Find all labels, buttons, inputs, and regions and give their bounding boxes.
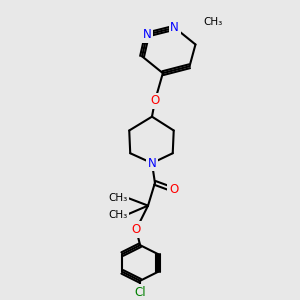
Text: O: O	[169, 183, 178, 196]
Text: CH₃: CH₃	[204, 17, 223, 27]
Text: N: N	[143, 28, 152, 41]
Text: N: N	[148, 157, 156, 169]
Text: CH₃: CH₃	[108, 193, 127, 203]
Text: CH₃: CH₃	[108, 209, 127, 220]
Text: Cl: Cl	[134, 286, 146, 299]
Text: O: O	[131, 223, 141, 236]
Text: O: O	[150, 94, 160, 107]
Text: N: N	[170, 21, 179, 34]
